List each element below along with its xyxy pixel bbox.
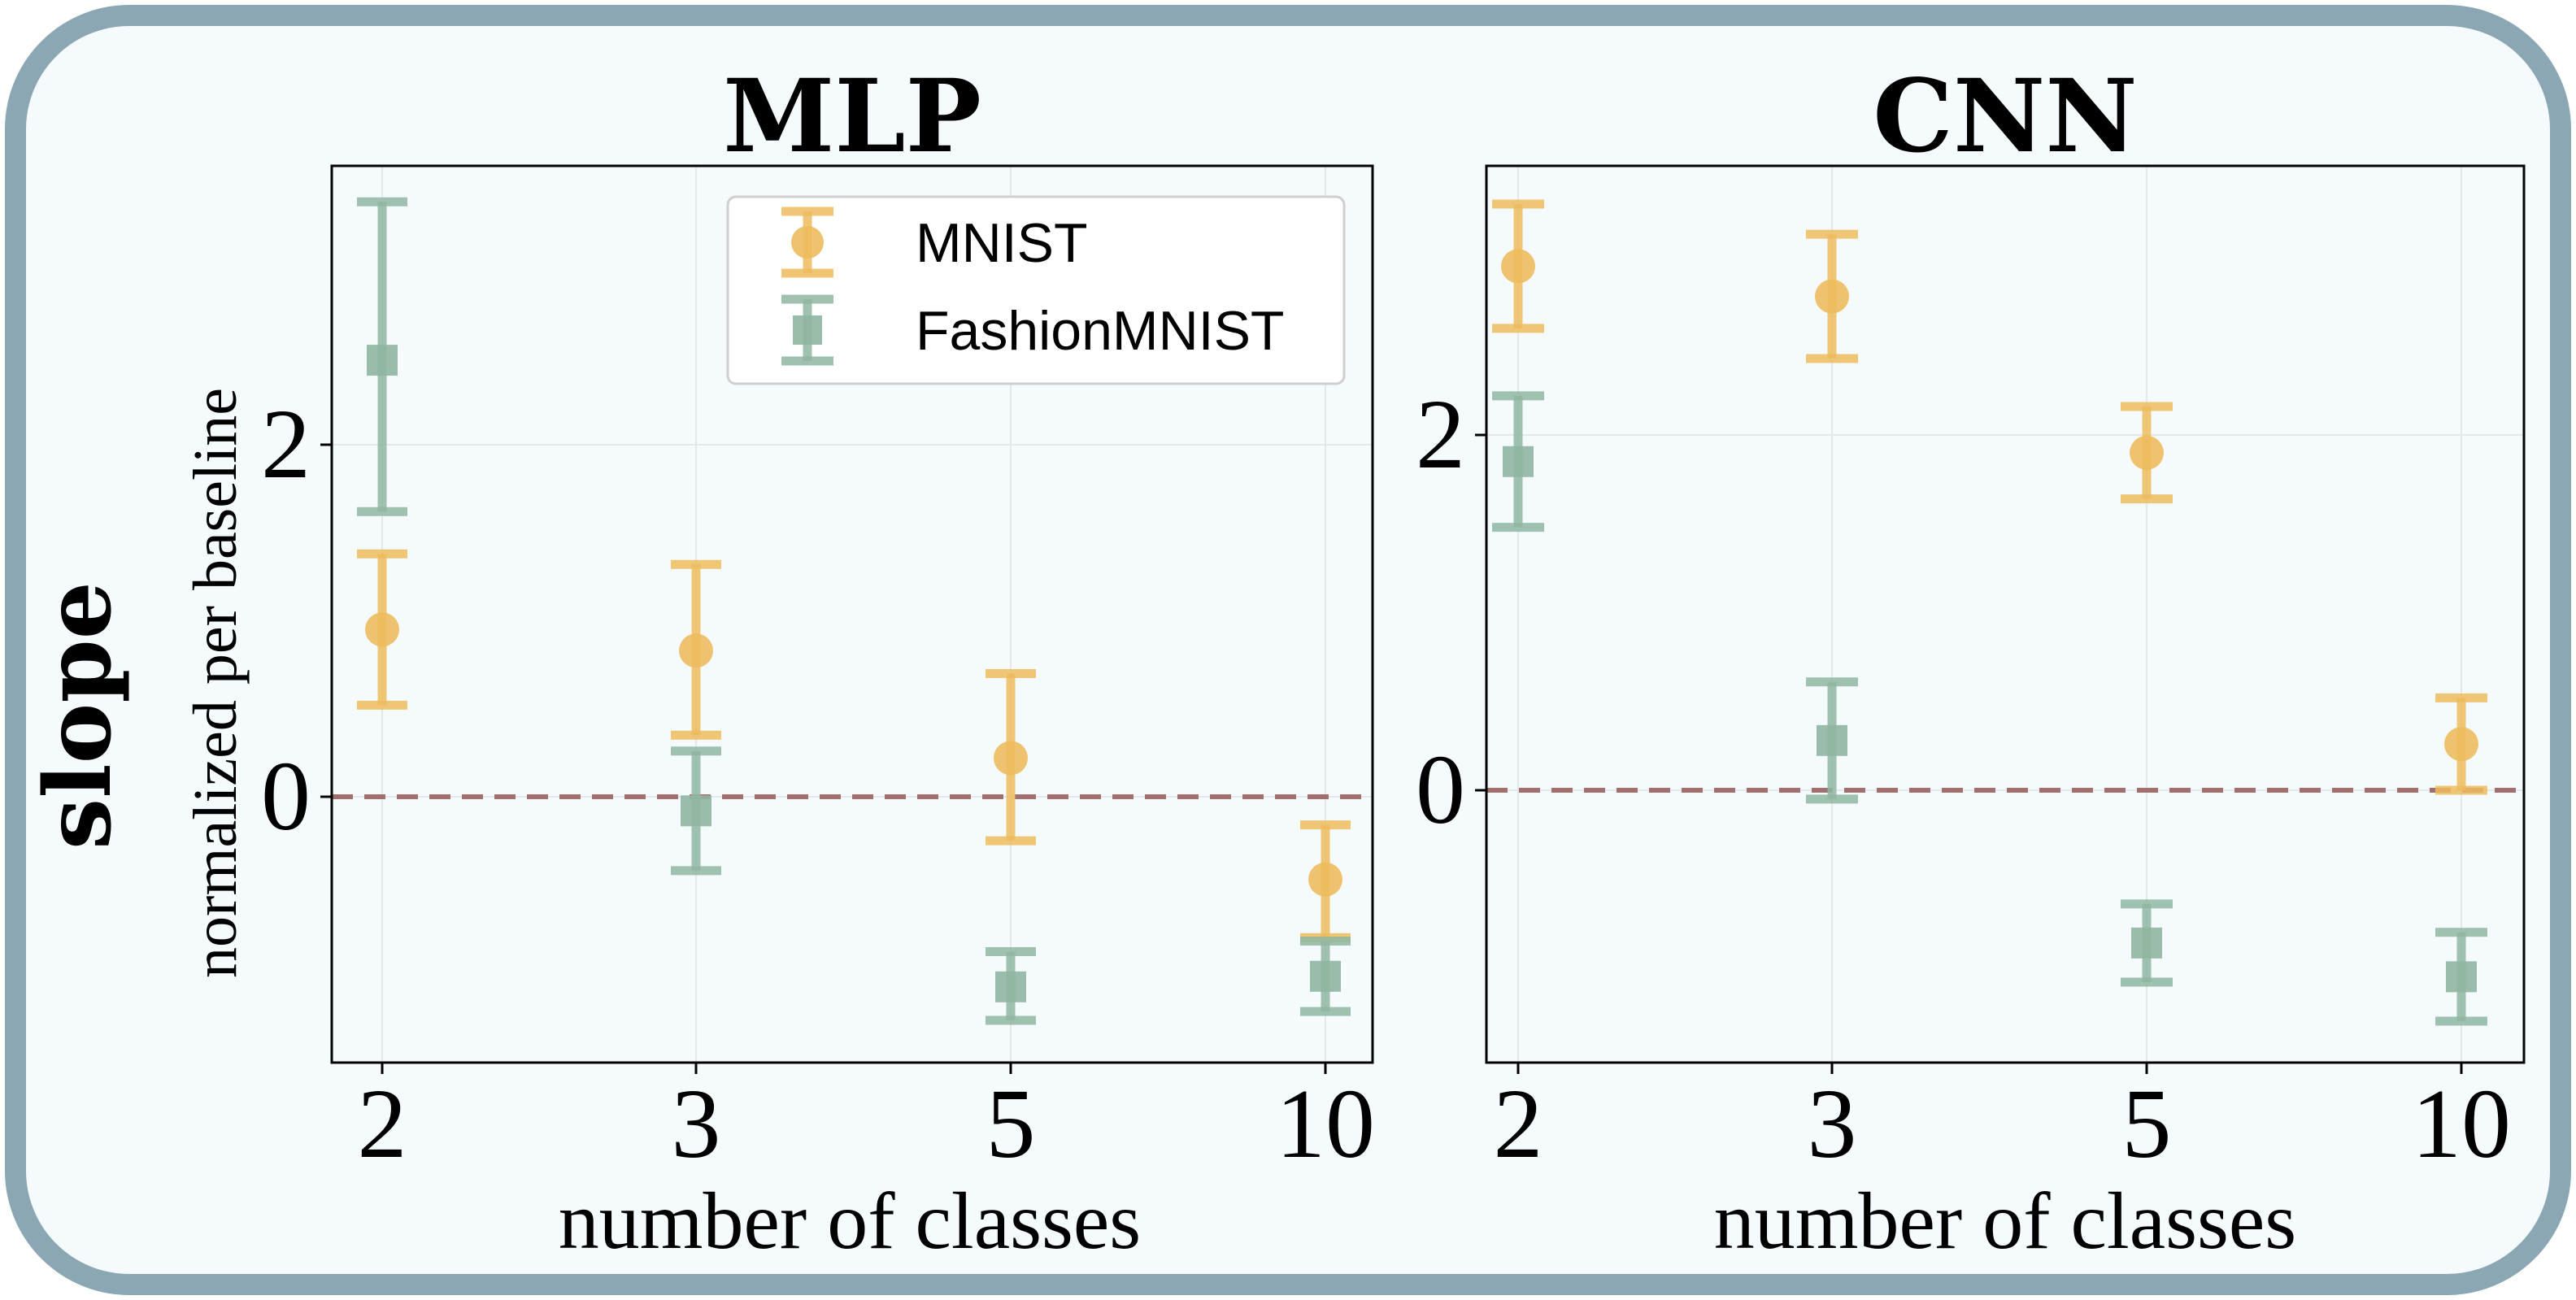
legend-marker-mnist — [781, 207, 833, 278]
ticks-cnn: 2 3 5 10 0 2 — [1416, 380, 2511, 1179]
point-mnist-2 — [357, 549, 407, 710]
x-tick-label-2: 2 — [1494, 1069, 1543, 1179]
marker-fashionmnist-5 — [2131, 927, 2162, 959]
y-tick-label-0: 0 — [1416, 735, 1465, 845]
marker-mnist-3 — [1815, 279, 1849, 314]
x-tick-label-5: 5 — [986, 1069, 1036, 1179]
marker-fashionmnist-10 — [2446, 961, 2477, 993]
marker-fashionmnist-10 — [1310, 960, 1341, 992]
point-fashionmnist-5 — [986, 947, 1036, 1025]
x-axis-label-mlp: number of classes — [559, 1176, 1141, 1266]
point-mnist-3 — [1806, 229, 1858, 363]
marker-fashionmnist-3 — [681, 795, 711, 827]
y-tick-label-2: 2 — [261, 389, 311, 499]
point-fashionmnist-3 — [671, 746, 721, 876]
point-mnist-10 — [2435, 693, 2487, 795]
legend-label-fashionmnist: FashionMNIST — [916, 300, 1284, 362]
y-tick-label-2: 2 — [1416, 380, 1465, 489]
marker-fashionmnist-5 — [995, 971, 1026, 1002]
point-mnist-2 — [1492, 199, 1544, 333]
marker-fashionmnist-3 — [1817, 724, 1847, 756]
x-tick-label-3: 3 — [1808, 1069, 1857, 1179]
x-tick-label-2: 2 — [358, 1069, 407, 1179]
point-fashionmnist-2 — [357, 197, 407, 516]
point-mnist-5 — [2121, 402, 2173, 504]
point-mnist-3 — [671, 559, 721, 740]
marker-mnist-5 — [2130, 435, 2164, 470]
axes-mlp — [330, 164, 1374, 1064]
y-axis-label: slope — [25, 581, 132, 850]
axes-cnn — [1485, 164, 2526, 1064]
point-fashionmnist-2 — [1492, 391, 1544, 533]
y-tick-label-0: 0 — [261, 741, 311, 851]
point-mnist-5 — [986, 668, 1036, 846]
y-axis-sublabel: normalized per baseline — [181, 388, 250, 978]
marker-mnist-2 — [365, 612, 399, 647]
panel-title-cnn: CNN — [1873, 58, 2137, 176]
ticks-mlp: 2 3 5 10 0 2 — [261, 389, 1375, 1179]
figure-frame — [5, 5, 2571, 1295]
panel-cnn: CNN 2 3 5 10 0 2 number of classes — [1416, 58, 2526, 1266]
x-tick-label-5: 5 — [2122, 1069, 2172, 1179]
panel-title-mlp: MLP — [723, 58, 981, 176]
marker-fashionmnist-2 — [1503, 446, 1534, 477]
series-points-cnn — [1492, 199, 2487, 1026]
point-fashionmnist-3 — [1806, 677, 1858, 804]
marker-mnist-3 — [679, 633, 713, 668]
panel-mlp: MLP 2 3 5 10 0 2 number of classes MNIST Fash… — [261, 58, 1375, 1266]
legend-marker-fashionmnist — [781, 294, 833, 366]
x-tick-label-10: 10 — [1276, 1069, 1375, 1179]
series-points-mlp — [357, 197, 1351, 1025]
point-fashionmnist-10 — [2435, 928, 2487, 1026]
x-tick-label-10: 10 — [2412, 1069, 2511, 1179]
marker-fashionmnist-2 — [367, 345, 398, 376]
point-fashionmnist-10 — [1300, 937, 1351, 1016]
marker-mnist-10 — [1308, 862, 1342, 897]
x-axis-label-cnn: number of classes — [1714, 1176, 2296, 1266]
marker-mnist-5 — [994, 741, 1028, 776]
legend-label-mnist: MNIST — [916, 212, 1088, 274]
marker-mnist-10 — [2444, 727, 2478, 762]
legend-box — [726, 195, 1346, 385]
point-fashionmnist-5 — [2121, 899, 2173, 987]
marker-mnist-2 — [1501, 249, 1535, 284]
legend: MNIST FashionMNIST — [726, 195, 1346, 385]
x-tick-label-3: 3 — [672, 1069, 721, 1179]
